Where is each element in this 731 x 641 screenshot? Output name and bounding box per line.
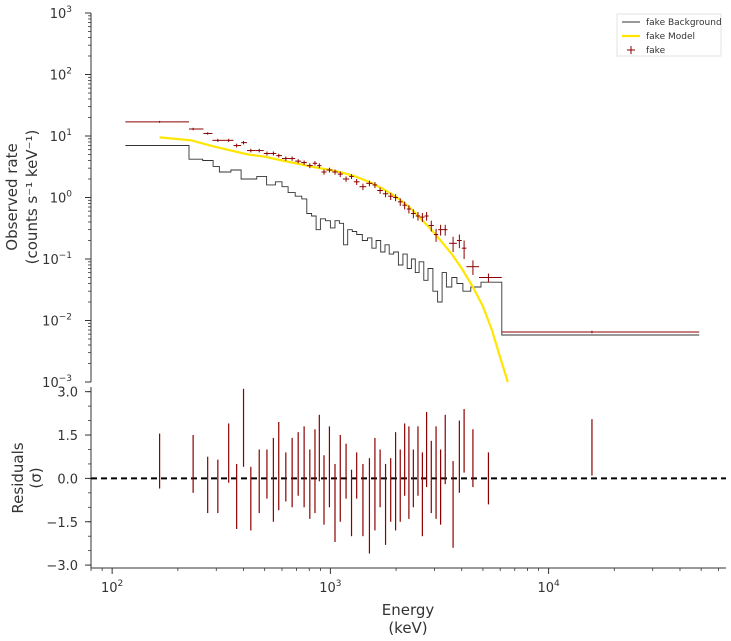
data-point bbox=[263, 151, 271, 156]
data-point bbox=[203, 132, 213, 135]
data-point bbox=[281, 156, 290, 161]
data-point bbox=[233, 143, 242, 148]
data-point bbox=[349, 174, 354, 179]
data-point bbox=[276, 153, 282, 158]
x-axis-label-line2: (keV) bbox=[388, 619, 427, 637]
residual-y-tick-label: 1.5 bbox=[57, 429, 78, 444]
data-point bbox=[461, 240, 467, 259]
residual-y-tick-label: −1.5 bbox=[46, 516, 78, 531]
data-point bbox=[366, 180, 373, 187]
data-point bbox=[479, 273, 502, 283]
data-point bbox=[353, 178, 360, 185]
top-y-tick-label: 10−3 bbox=[42, 374, 72, 391]
data-point bbox=[270, 151, 277, 156]
data-point bbox=[438, 224, 443, 236]
data-point bbox=[295, 159, 302, 164]
data-point bbox=[189, 127, 204, 131]
data-point bbox=[342, 176, 350, 182]
data-point bbox=[393, 194, 398, 202]
data-point bbox=[359, 183, 367, 191]
data-point bbox=[326, 167, 333, 173]
data-point bbox=[225, 138, 234, 142]
data-point bbox=[501, 330, 700, 334]
background-step-line bbox=[125, 145, 700, 336]
top-y-tick-label: 102 bbox=[50, 67, 72, 84]
top-y-tick-label: 10−2 bbox=[42, 313, 72, 330]
top-ylabel-line2: (counts s⁻¹ keV⁻¹) bbox=[23, 130, 41, 265]
legend: fake Background fake Model fake bbox=[616, 13, 722, 57]
data-point bbox=[410, 209, 416, 219]
model-curve bbox=[159, 136, 509, 383]
data-point bbox=[382, 190, 389, 198]
data-point bbox=[402, 201, 407, 210]
data-point bbox=[456, 234, 462, 249]
data-point bbox=[442, 224, 448, 236]
legend-label-data: fake bbox=[646, 46, 666, 56]
x-tick-label: 103 bbox=[319, 579, 341, 596]
data-point bbox=[247, 148, 256, 153]
top-y-tick-label: 10−1 bbox=[42, 251, 72, 268]
legend-label-model: fake Model bbox=[646, 32, 695, 42]
data-point bbox=[125, 120, 190, 123]
residual-y-tick-label: −3.0 bbox=[46, 559, 78, 574]
top-y-tick-label: 100 bbox=[50, 190, 73, 207]
data-point bbox=[428, 220, 434, 232]
data-point bbox=[388, 192, 394, 201]
data-point bbox=[397, 198, 403, 206]
data-point bbox=[449, 236, 457, 252]
data-point bbox=[212, 138, 226, 142]
data-point bbox=[312, 161, 318, 166]
data-point bbox=[415, 212, 421, 221]
data-point bbox=[372, 182, 378, 189]
top-y-tick-label: 101 bbox=[50, 128, 72, 145]
top-ylabel-line1: Observed rate bbox=[3, 143, 21, 250]
data-point bbox=[424, 212, 429, 221]
legend-label-background: fake Background bbox=[646, 18, 722, 28]
x-axis-label-line1: Energy bbox=[382, 601, 435, 619]
residual-y-tick-label: 3.0 bbox=[57, 386, 78, 401]
data-point bbox=[466, 260, 480, 275]
data-point bbox=[420, 212, 425, 222]
x-tick-label: 104 bbox=[537, 579, 560, 596]
residual-panel: 3.0 1.5 0.0 −1.5 −3.0 102 103 104 bbox=[46, 386, 726, 596]
data-point bbox=[406, 205, 411, 214]
residual-ylabel-line1: Residuals bbox=[9, 442, 27, 513]
residual-ylabel-line2: (σ) bbox=[27, 467, 45, 488]
top-panel: 10−3 10−2 10−1 100 101 102 103 bbox=[42, 5, 700, 391]
data-point bbox=[301, 160, 307, 165]
residual-y-tick-label: 0.0 bbox=[57, 472, 78, 487]
data-point bbox=[306, 163, 313, 169]
data-point bbox=[255, 148, 264, 153]
data-point bbox=[317, 163, 322, 169]
data-point bbox=[332, 169, 338, 175]
data-point bbox=[377, 187, 383, 194]
legend-swatch-data bbox=[627, 46, 635, 54]
top-y-tick-label: 103 bbox=[50, 5, 72, 22]
data-point bbox=[241, 140, 248, 145]
x-tick-label: 102 bbox=[101, 579, 123, 596]
data-point bbox=[337, 171, 343, 178]
data-point bbox=[321, 169, 327, 175]
data-point bbox=[433, 228, 439, 242]
data-point bbox=[289, 156, 296, 161]
